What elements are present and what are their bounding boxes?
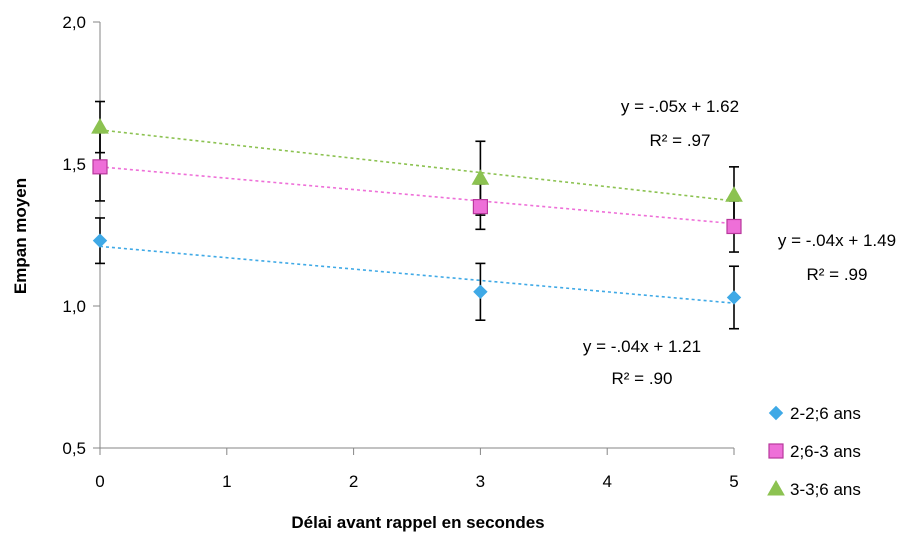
x-tick-label: 3 bbox=[476, 472, 485, 491]
trend-equation: y = -.04x + 1.21 bbox=[583, 337, 701, 356]
trend-equation: y = -.05x + 1.62 bbox=[621, 97, 739, 116]
x-axis-title: Délai avant rappel en secondes bbox=[291, 513, 544, 532]
data-point bbox=[726, 290, 742, 305]
y-tick-label: 0,5 bbox=[62, 439, 86, 458]
trend-equation: y = -.04x + 1.49 bbox=[778, 231, 896, 250]
trend-annotation-2-6-3: y = -.04x + 1.49 R² = .99 bbox=[778, 231, 896, 284]
data-point bbox=[92, 233, 108, 248]
trendline bbox=[99, 245, 735, 304]
trendline bbox=[99, 166, 735, 225]
trend-r2: R² = .99 bbox=[807, 265, 868, 284]
x-tick-label: 1 bbox=[222, 472, 231, 491]
legend-label: 2;6-3 ans bbox=[790, 442, 861, 461]
data-point bbox=[473, 284, 488, 300]
data-point bbox=[725, 186, 743, 202]
data-point bbox=[91, 118, 109, 134]
trend-annotation-2-2-6: y = -.04x + 1.21 R² = .90 bbox=[583, 337, 701, 388]
trend-annotation-3-3-6: y = -.05x + 1.62 R² = .97 bbox=[621, 97, 739, 150]
data-point bbox=[726, 218, 742, 235]
legend-label: 3-3;6 ans bbox=[790, 480, 861, 499]
y-tick-label: 1,0 bbox=[62, 297, 86, 316]
data-point bbox=[472, 199, 488, 215]
trend-r2: R² = .90 bbox=[612, 369, 673, 388]
x-tick-label: 0 bbox=[95, 472, 104, 491]
legend-marker bbox=[768, 443, 784, 459]
data-point bbox=[471, 169, 490, 185]
legend: 2-2;6 ans 2;6-3 ans 3-3;6 ans bbox=[767, 404, 861, 499]
y-axis-title: Empan moyen bbox=[11, 178, 30, 294]
x-tick-label: 4 bbox=[602, 472, 611, 491]
trend-r2: R² = .97 bbox=[650, 131, 711, 150]
y-tick-label: 1,5 bbox=[62, 155, 86, 174]
legend-label: 2-2;6 ans bbox=[790, 404, 861, 423]
x-axis: 0 1 2 3 4 5 bbox=[95, 447, 739, 491]
legend-marker bbox=[767, 479, 785, 496]
x-tick-label: 5 bbox=[729, 472, 738, 491]
trendline bbox=[99, 129, 735, 202]
legend-marker bbox=[768, 405, 784, 421]
x-tick-label: 2 bbox=[349, 472, 358, 491]
data-point bbox=[92, 159, 108, 175]
y-tick-label: 2,0 bbox=[62, 13, 86, 32]
y-axis: 0,5 1,0 1,5 2,0 bbox=[62, 13, 101, 458]
